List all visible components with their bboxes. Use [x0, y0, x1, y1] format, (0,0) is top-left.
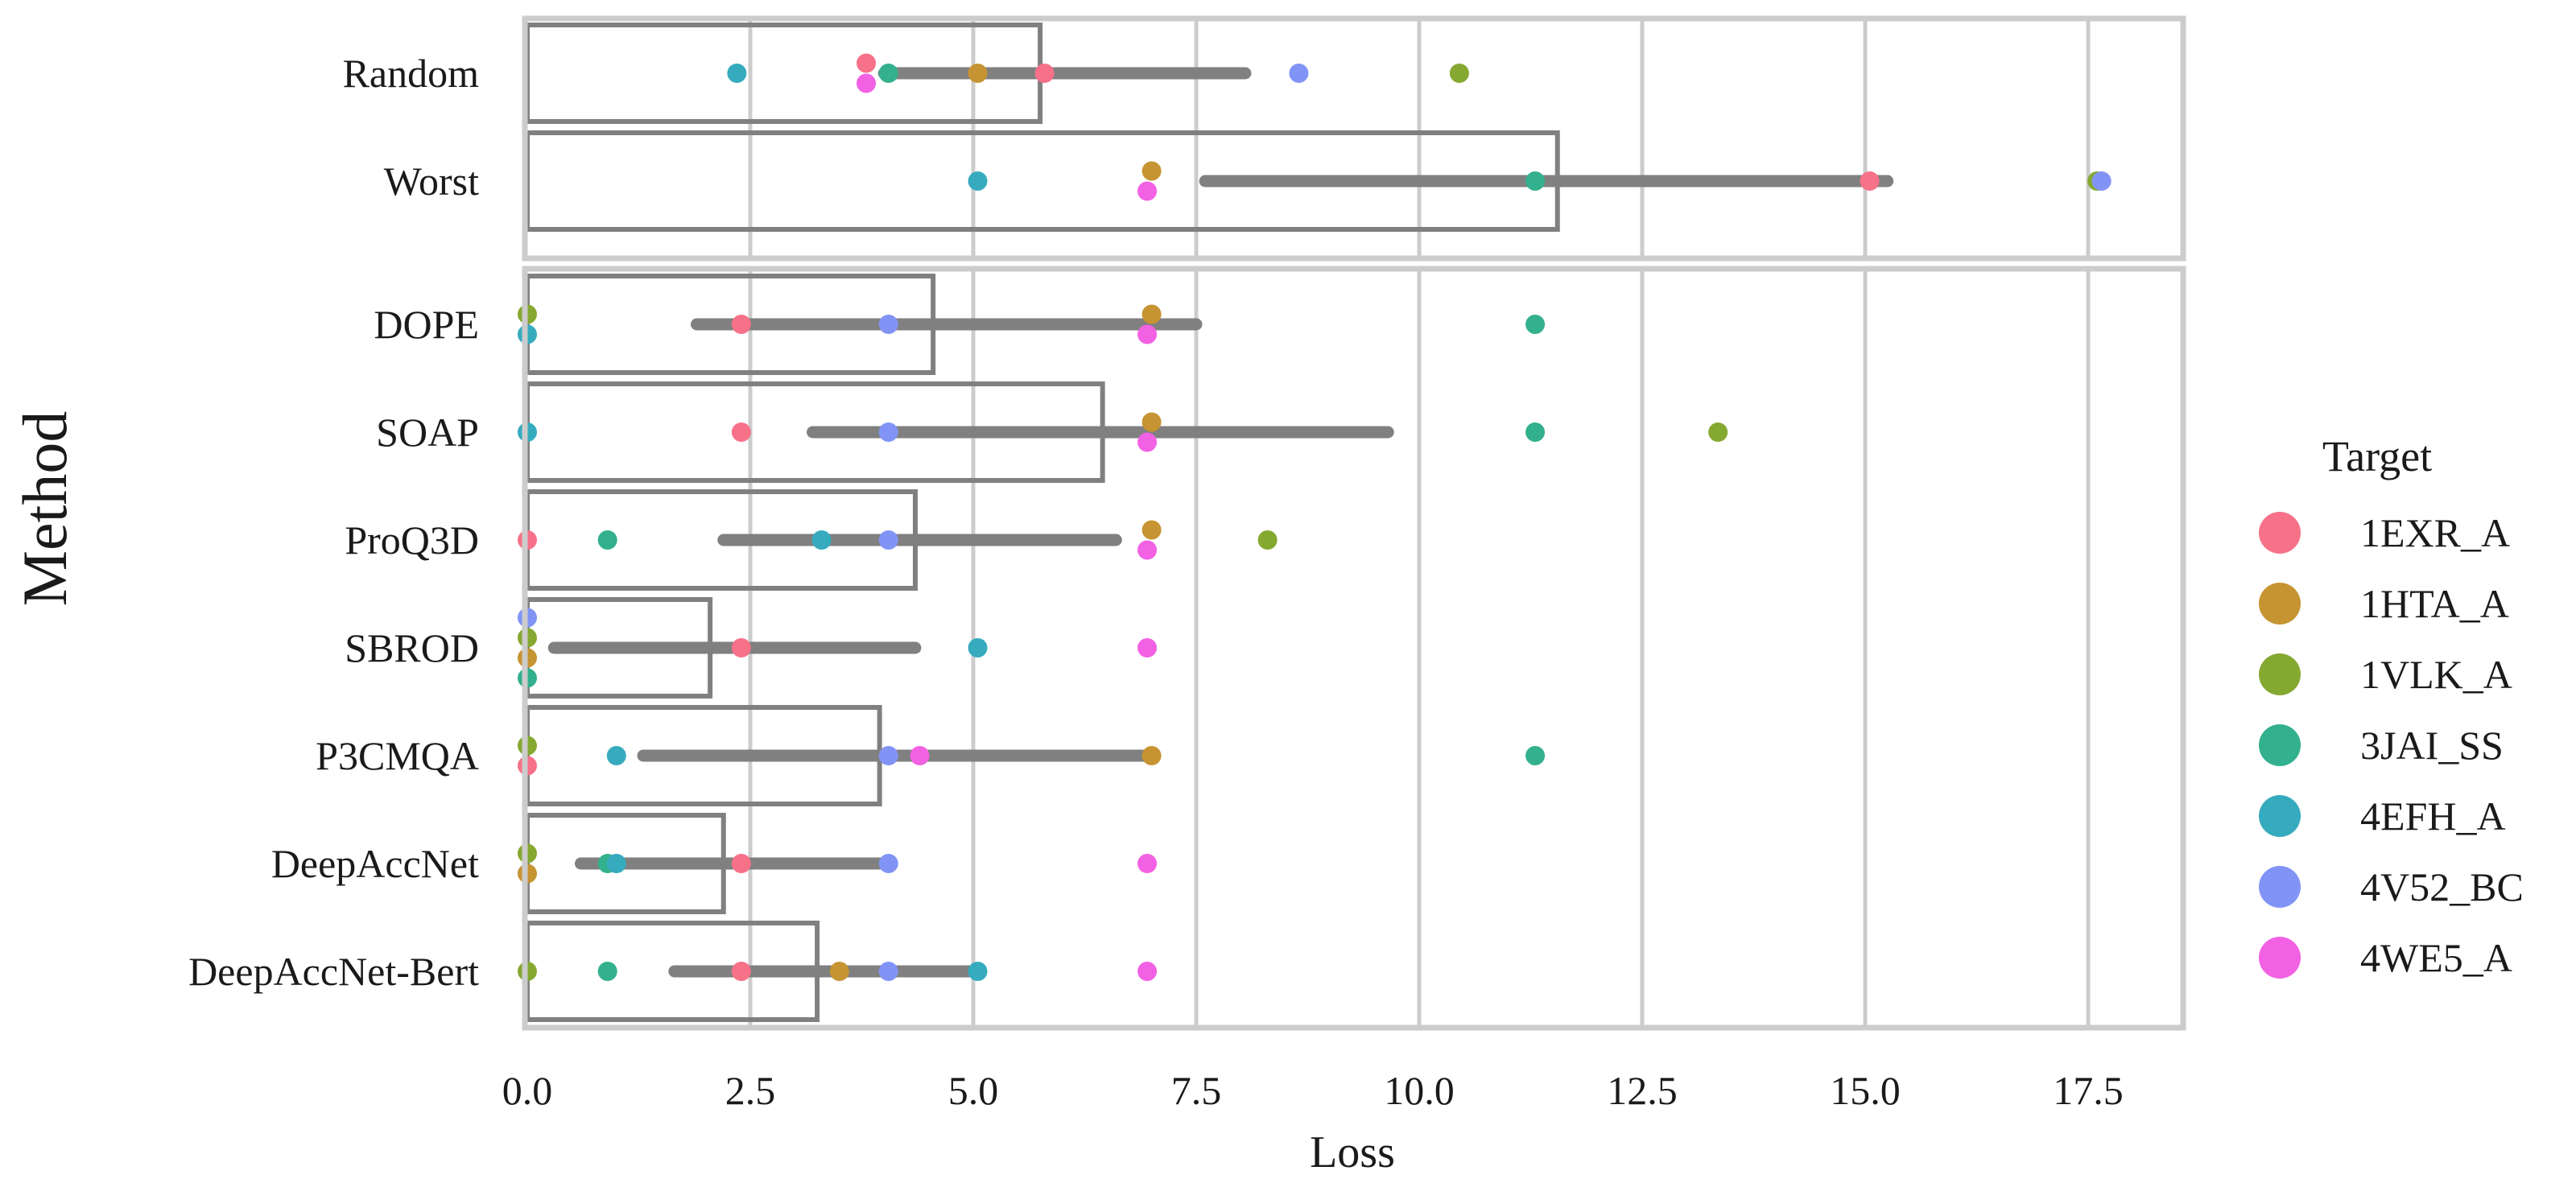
legend-label-4v52-bc: 4V52_BC — [2360, 864, 2524, 909]
point-random-4v52-bc — [1289, 64, 1309, 83]
point-proq3d-1vlk-a — [1257, 530, 1278, 550]
category-label-dope: DOPE — [374, 302, 479, 347]
point-soap-4we5-a — [1137, 432, 1158, 452]
point-worst-3jai-ss — [1525, 171, 1546, 191]
point-worst-4we5-a — [1137, 181, 1158, 201]
category-label-soap: SOAP — [376, 410, 479, 455]
category-label-sbrod: SBROD — [345, 625, 479, 670]
point-worst-1hta-a — [1141, 161, 1162, 181]
x-tick-label: 17.5 — [2053, 1068, 2124, 1113]
x-axis-title: Loss — [1310, 1127, 1395, 1177]
point-sbrod-4we5-a — [1137, 638, 1158, 657]
point-proq3d-3jai-ss — [597, 530, 617, 550]
legend-label-4efh-a: 4EFH_A — [2360, 793, 2506, 839]
point-deepaccnet-bert-1exr-a — [731, 962, 751, 981]
point-worst-4efh-a — [968, 171, 988, 191]
legend-label-4we5-a: 4WE5_A — [2360, 935, 2512, 980]
point-proq3d-4efh-a — [811, 530, 832, 550]
legend-marker-4we5-a — [2259, 937, 2301, 979]
point-soap-3jai-ss — [1525, 422, 1546, 442]
category-label-random: Random — [343, 51, 480, 96]
category-labels: Random Worst DOPE SOAP ProQ3D SBROD P3CMQA Deep… — [188, 51, 479, 994]
legend-marker-3jai-ss — [2259, 724, 2301, 766]
point-random-1exr-a — [1034, 64, 1055, 83]
point-soap-1vlk-a — [1708, 422, 1728, 442]
category-label-deepaccnet-bert: DeepAccNet-Bert — [188, 949, 479, 994]
point-p3cmqa-4efh-a — [606, 746, 626, 765]
point-dope-4we5-a — [1137, 324, 1158, 344]
x-tick-label: 15.0 — [1830, 1068, 1901, 1113]
point-deepaccnet-bert-4efh-a — [968, 962, 988, 981]
point-random-1hta-a — [968, 64, 988, 83]
point-dope-3jai-ss — [1525, 315, 1546, 334]
mean-boxes — [525, 23, 1560, 1022]
category-label-proq3d: ProQ3D — [345, 517, 479, 563]
point-deepaccnet-bert-3jai-ss — [597, 962, 617, 981]
x-tick-labels: 0.0 2.5 5.0 7.5 10.0 12.5 15.0 17.5 — [502, 1068, 2124, 1113]
point-dope-1exr-a — [731, 315, 751, 334]
point-soap-1exr-a — [731, 422, 751, 442]
point-deepaccnet-bert-4v52-bc — [878, 962, 898, 981]
category-label-p3cmqa: P3CMQA — [316, 733, 479, 778]
point-dope-4v52-bc — [878, 315, 898, 334]
gridlines — [748, 19, 2091, 1028]
panel-frames — [522, 15, 2186, 1031]
legend-marker-4efh-a — [2259, 795, 2301, 837]
point-worst-1exr-a — [1860, 171, 1880, 191]
strip-points — [518, 53, 2112, 981]
x-tick-label: 2.5 — [725, 1068, 776, 1113]
point-proq3d-4we5-a — [1137, 540, 1158, 560]
point-p3cmqa-4we5-a — [910, 746, 930, 765]
point-p3cmqa-1hta-a — [1141, 746, 1162, 765]
x-tick-label: 7.5 — [1171, 1068, 1222, 1113]
point-random-4we5-a — [857, 73, 877, 93]
point-random-1exr-a — [857, 53, 877, 73]
panel-frame-baselines — [522, 15, 2186, 262]
point-dope-1hta-a — [1141, 304, 1162, 324]
point-random-4efh-a — [727, 64, 747, 83]
x-tick-label: 0.0 — [502, 1068, 553, 1113]
point-sbrod-1exr-a — [731, 638, 751, 657]
category-label-worst: Worst — [384, 159, 479, 204]
legend-marker-4v52-bc — [2259, 866, 2301, 908]
legend-label-1exr-a: 1EXR_A — [2360, 510, 2510, 555]
x-tick-label: 10.0 — [1384, 1068, 1455, 1113]
legend-label-3jai-ss: 3JAI_SS — [2360, 723, 2504, 768]
point-deepaccnet-bert-1hta-a — [829, 962, 849, 981]
point-p3cmqa-3jai-ss — [1525, 746, 1546, 765]
x-tick-label: 12.5 — [1607, 1068, 1678, 1113]
point-deepaccnet-1exr-a — [731, 854, 751, 873]
panel-frame-methods — [522, 266, 2186, 1031]
legend-marker-1exr-a — [2259, 512, 2301, 554]
legend-marker-1vlk-a — [2259, 653, 2301, 695]
legend-title: Target — [2322, 432, 2432, 480]
category-label-deepaccnet: DeepAccNet — [271, 841, 479, 886]
legend-label-1vlk-a: 1VLK_A — [2360, 652, 2512, 697]
point-deepaccnet-bert-4we5-a — [1137, 962, 1158, 981]
point-p3cmqa-4v52-bc — [878, 746, 898, 765]
point-proq3d-4v52-bc — [878, 530, 898, 550]
legend-label-1hta-a: 1HTA_A — [2360, 581, 2509, 626]
point-random-1vlk-a — [1449, 64, 1469, 83]
x-tick-label: 5.0 — [948, 1068, 999, 1113]
iqr-bars — [547, 67, 1894, 978]
point-soap-4v52-bc — [878, 422, 898, 442]
point-proq3d-1hta-a — [1141, 520, 1162, 540]
legend-marker-1hta-a — [2259, 583, 2301, 624]
point-worst-4v52-bc — [2091, 171, 2112, 191]
point-deepaccnet-4v52-bc — [878, 854, 898, 873]
y-axis-title: Method — [10, 411, 80, 607]
point-random-3jai-ss — [878, 64, 898, 83]
point-deepaccnet-4we5-a — [1137, 854, 1158, 873]
point-soap-1hta-a — [1141, 412, 1162, 432]
point-deepaccnet-4efh-a — [606, 854, 626, 873]
point-sbrod-4efh-a — [968, 638, 988, 657]
legend: Target 1EXR_A 1HTA_A 1VLK_A 3JAI_SS 4EFH_A 4V… — [2259, 432, 2524, 980]
